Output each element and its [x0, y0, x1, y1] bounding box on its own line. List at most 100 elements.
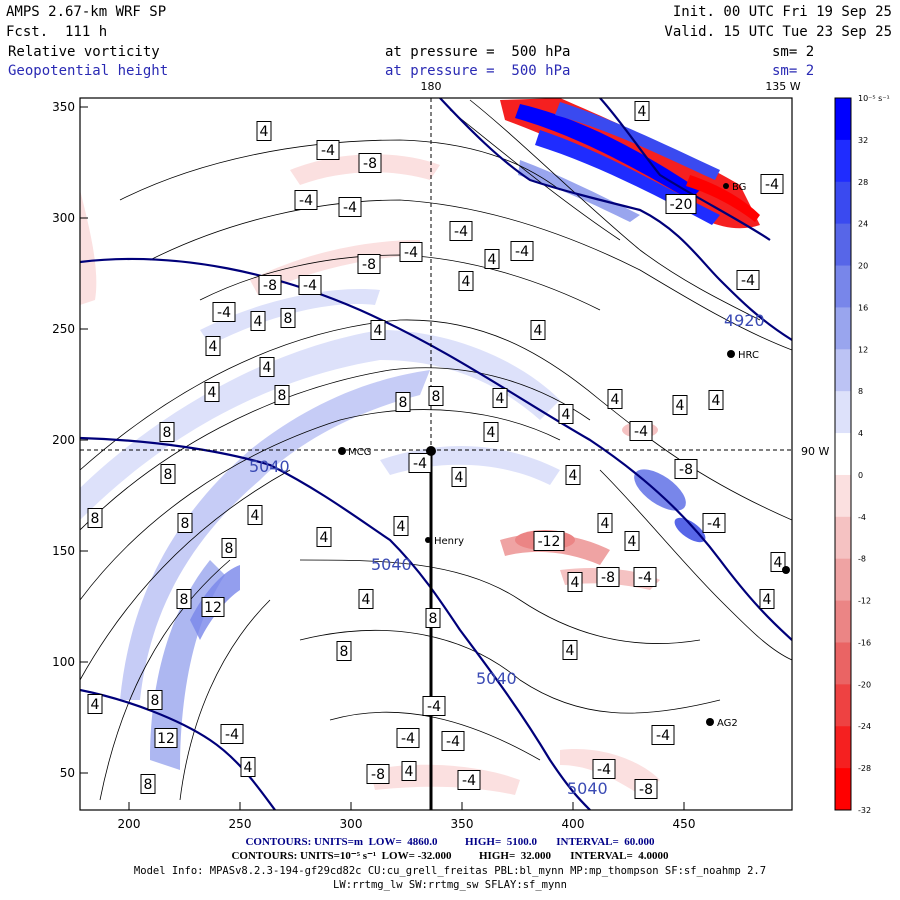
y-tick-label: 350	[52, 100, 75, 114]
storm-vorticity-band	[500, 98, 760, 229]
vorticity-value-label: -4	[220, 724, 244, 744]
vorticity-value-label: -4	[457, 770, 481, 790]
field2-name: Geopotential height	[8, 63, 169, 79]
vorticity-value-label: 4	[483, 422, 499, 442]
vorticity-value-label: 8	[176, 589, 192, 609]
forecast-hour: Fcst. 111 h	[6, 24, 108, 40]
svg-text:-8: -8	[639, 782, 653, 798]
svg-text:-4: -4	[225, 727, 239, 743]
vorticity-value-label: 4	[624, 531, 640, 551]
colorbar-label: 8	[858, 387, 863, 396]
vorticity-value-label: 4	[259, 357, 275, 377]
colorbar-swatch	[835, 433, 851, 476]
vorticity-value-label: 12	[154, 728, 178, 748]
vorticity-value-label: 4	[484, 249, 500, 269]
vorticity-value-label: 4	[358, 589, 374, 609]
vorticity-value-label: 8	[221, 538, 237, 558]
x-tick-label: 450	[673, 817, 696, 831]
svg-text:-4: -4	[217, 305, 231, 321]
vorticity-value-label: 4	[370, 320, 386, 340]
axis-ticks	[80, 106, 685, 810]
vorticity-value-label: -4	[592, 759, 616, 779]
svg-text:-4: -4	[454, 224, 468, 240]
colorbar-units: 10⁻⁵ s⁻¹	[858, 94, 890, 103]
svg-text:4: 4	[628, 534, 637, 550]
colorbar-swatch	[835, 600, 851, 643]
vorticity-value-label: 4	[393, 516, 409, 536]
vorticity-value-label: 8	[87, 508, 103, 528]
stations: MCG Henry HRC AG2 BG	[338, 182, 790, 729]
vorticity-value-label: 4	[672, 395, 688, 415]
colorbar: 10⁻⁵ s⁻¹ 32 28 24 20 16 12 8 4 0 -4 -8 -12 -16 -20 -24…	[834, 94, 890, 815]
y-tick-label: 50	[60, 766, 75, 780]
vorticity-value-label: 4	[530, 320, 546, 340]
svg-text:4: 4	[320, 530, 329, 546]
vorticity-value-label: -4	[316, 140, 340, 160]
y-tick-label: 300	[52, 211, 75, 225]
vorticity-value-label: 4	[558, 404, 574, 424]
vorticity-value-label: 8	[428, 386, 444, 406]
colorbar-swatch	[835, 391, 851, 434]
vorticity-value-label: 8	[160, 464, 176, 484]
colorbar-label: 28	[858, 178, 868, 187]
svg-text:12: 12	[204, 600, 222, 616]
y-tick-label: 200	[52, 433, 75, 447]
colorbar-swatch	[835, 223, 851, 267]
vorticity-value-label: 8	[274, 385, 290, 405]
colorbar-label: 16	[858, 303, 868, 312]
colorbar-label: -20	[858, 680, 871, 689]
vorticity-value-label: -4	[441, 731, 465, 751]
vorticity-value-label: -8	[634, 779, 658, 799]
colorbar-label: 12	[858, 345, 868, 354]
field1-level: at pressure = 500 hPa	[385, 44, 571, 60]
vorticity-value-label: 4	[458, 271, 474, 291]
geopotential-label: 5040	[249, 457, 290, 476]
vorticity-value-label: 4	[451, 467, 467, 487]
svg-text:4: 4	[405, 764, 414, 780]
colorbar-swatch	[835, 642, 851, 685]
vorticity-value-label: -4	[422, 696, 446, 716]
svg-text:-8: -8	[679, 462, 693, 478]
svg-text:-8: -8	[263, 278, 277, 294]
svg-text:-4: -4	[321, 143, 335, 159]
svg-text:4: 4	[254, 314, 263, 330]
svg-text:-8: -8	[362, 257, 376, 273]
footer-contour-info-height: CONTOURS: UNITS=m LOW= 4860.0 HIGH= 5100…	[245, 836, 655, 848]
footer-contour-info-vorticity: CONTOURS: UNITS=10⁻⁵ s⁻¹ LOW= -32.000 HI…	[231, 850, 669, 862]
vorticity-value-label: 8	[147, 690, 163, 710]
vorticity-value-label: 4	[401, 761, 417, 781]
vorticity-value-label: 4	[247, 505, 263, 525]
x-tick-label: 200	[118, 817, 141, 831]
station-label: MCG	[348, 447, 371, 458]
vorticity-labels: 4-4-8-4 -4-44 -4-4-84-8 -4-44 84 44-444 8 8 8 444…	[87, 101, 786, 799]
svg-text:4: 4	[534, 323, 543, 339]
vorticity-value-label: 4	[770, 552, 786, 572]
colorbar-label: -28	[858, 764, 871, 773]
vorticity-value-label: -4	[629, 421, 653, 441]
vorticity-value-label: -4	[298, 275, 322, 295]
vorticity-value-label: -4	[633, 567, 657, 587]
vorticity-value-label: 8	[140, 774, 156, 794]
svg-text:8: 8	[164, 467, 173, 483]
vorticity-value-label: 4	[567, 572, 583, 592]
svg-text:-8: -8	[363, 156, 377, 172]
vorticity-value-label: 8	[425, 608, 441, 628]
y-axis-labels: 350 300 250 200 150 100 50	[52, 100, 75, 780]
meridian-135w-label: 135 W	[765, 80, 800, 93]
geopotential-contours	[80, 98, 792, 810]
colorbar-swatch	[835, 558, 851, 602]
svg-text:-4: -4	[656, 728, 670, 744]
field1-name: Relative vorticity	[8, 44, 160, 60]
vorticity-value-label: 4	[205, 336, 221, 356]
svg-text:-4: -4	[515, 244, 529, 260]
svg-text:4: 4	[496, 391, 505, 407]
svg-text:-12: -12	[538, 534, 561, 550]
vorticity-value-label: -4	[736, 270, 760, 290]
vorticity-value-label: 4	[316, 527, 332, 547]
svg-text:4: 4	[488, 252, 497, 268]
colorbar-label: -32	[858, 806, 871, 815]
vorticity-value-label: -12	[533, 531, 565, 551]
svg-text:8: 8	[163, 425, 172, 441]
station-marker	[723, 183, 729, 189]
